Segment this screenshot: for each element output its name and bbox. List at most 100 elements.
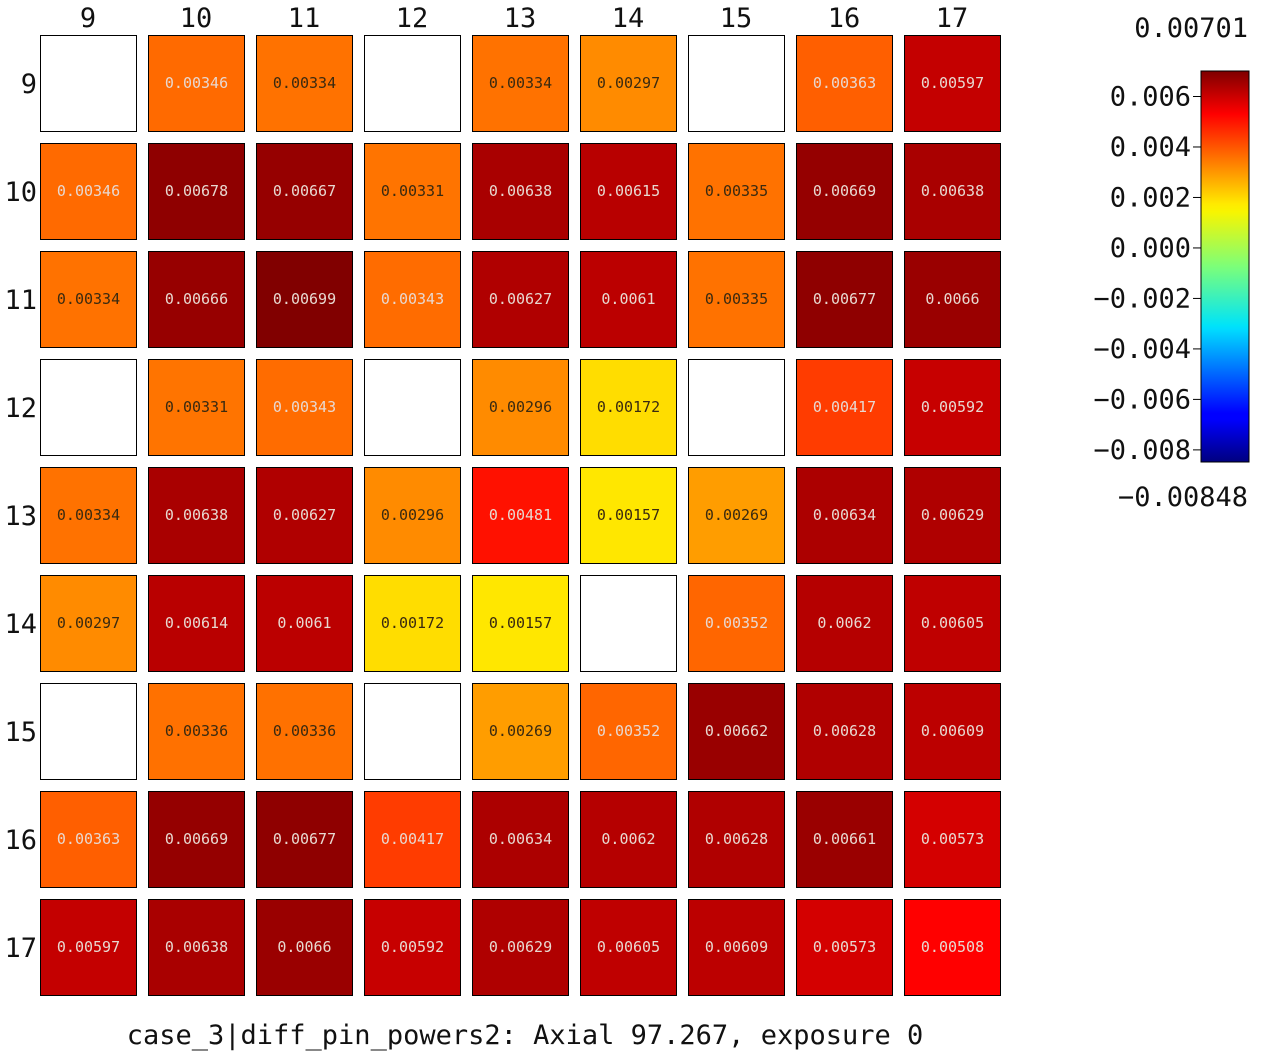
heatmap-cell — [40, 683, 137, 780]
row-header: 17 — [4, 933, 37, 964]
colorbar-tick-label: −0.008 — [1093, 435, 1191, 466]
heatmap-cell — [580, 359, 677, 456]
heatmap-cell — [580, 143, 677, 240]
colorbar-tick-label: 0.000 — [1110, 233, 1191, 264]
row-header: 11 — [4, 285, 37, 316]
cell-value-label: 0.00335 — [705, 182, 768, 200]
chart-title: case_3|diff_pin_powers2: Axial 97.267, e… — [127, 1020, 924, 1051]
cell-value-label: 0.00352 — [705, 614, 768, 632]
heatmap-cell — [256, 143, 353, 240]
cell-value-label: 0.00336 — [273, 722, 336, 740]
heatmap-cell — [256, 35, 353, 132]
heatmap-cell — [580, 251, 677, 348]
heatmap-cell — [148, 467, 245, 564]
cell-value-label: 0.0062 — [601, 830, 655, 848]
heatmap-cell — [904, 683, 1001, 780]
cell-value-label: 0.00331 — [381, 182, 444, 200]
colorbar-ticks: 0.006 0.004 0.002 0.000 −0.002 −0.004 −0.006 −0… — [1093, 81, 1201, 466]
cell-value-label: 0.00678 — [165, 182, 228, 200]
heatmap-cell — [472, 899, 569, 996]
cell-value-label: 0.00677 — [813, 290, 876, 308]
column-header: 15 — [720, 3, 753, 34]
cell-value-label: 0.00343 — [273, 398, 336, 416]
heatmap-cell — [364, 143, 461, 240]
row-header: 10 — [4, 177, 37, 208]
heatmap-cell — [40, 359, 137, 456]
heatmap-cell — [688, 359, 785, 456]
heatmap-cell — [40, 35, 137, 132]
cell-value-label: 0.00334 — [489, 74, 552, 92]
cell-value-label: 0.00597 — [57, 938, 120, 956]
colorbar-tick-label: 0.006 — [1110, 81, 1191, 112]
cell-value-label: 0.00592 — [921, 398, 984, 416]
heatmap-cell — [472, 251, 569, 348]
cell-value-label: 0.00269 — [489, 722, 552, 740]
cell-value-label: 0.00343 — [381, 290, 444, 308]
heatmap-cell — [796, 35, 893, 132]
cell-value-label: 0.00629 — [921, 506, 984, 524]
heatmap-cell — [364, 359, 461, 456]
cell-value-label: 0.0061 — [277, 614, 331, 632]
heatmap-cell — [148, 359, 245, 456]
cell-value-label: 0.00592 — [381, 938, 444, 956]
heatmap-cell — [472, 683, 569, 780]
row-header: 12 — [4, 393, 37, 424]
cell-value-label: 0.00629 — [489, 938, 552, 956]
cell-value-label: 0.00628 — [813, 722, 876, 740]
cell-value-label: 0.00634 — [813, 506, 876, 524]
heatmap-cell — [364, 467, 461, 564]
heatmap-cell — [904, 35, 1001, 132]
heatmap-cell — [364, 899, 461, 996]
row-header: 14 — [4, 609, 37, 640]
heatmap-cell — [688, 467, 785, 564]
cell-value-label: 0.00417 — [813, 398, 876, 416]
heatmap-cell — [580, 683, 677, 780]
heatmap-cell — [256, 899, 353, 996]
heatmap-cell — [364, 791, 461, 888]
cell-value-label: 0.00297 — [57, 614, 120, 632]
heatmap-cell — [580, 791, 677, 888]
heatmap-cell — [904, 143, 1001, 240]
heatmap-cell — [364, 35, 461, 132]
heatmap-cell — [472, 467, 569, 564]
cell-value-label: 0.00667 — [273, 182, 336, 200]
cell-value-label: 0.00363 — [813, 74, 876, 92]
cell-value-label: 0.00157 — [597, 506, 660, 524]
heatmap-cell — [688, 143, 785, 240]
cell-value-label: 0.00615 — [597, 182, 660, 200]
colorbar-tick-label: 0.002 — [1110, 182, 1191, 213]
heatmap-cell — [580, 467, 677, 564]
heatmap-cell — [472, 143, 569, 240]
heatmap-cell — [904, 251, 1001, 348]
cell-value-label: 0.00573 — [921, 830, 984, 848]
column-headers: 9 10 11 12 13 14 15 16 17 — [80, 3, 968, 34]
column-header: 14 — [612, 3, 645, 34]
column-header: 13 — [504, 3, 537, 34]
heatmap-cell — [796, 683, 893, 780]
heatmap-cell — [904, 791, 1001, 888]
cell-value-label: 0.00699 — [273, 290, 336, 308]
heatmap-cell — [256, 575, 353, 672]
heatmap-cell — [580, 899, 677, 996]
cell-value-label: 0.00605 — [597, 938, 660, 956]
column-header: 16 — [828, 3, 861, 34]
heatmap-cell — [148, 791, 245, 888]
heatmap-cell — [256, 791, 353, 888]
heatmap-cell — [40, 251, 137, 348]
heatmap-cell — [688, 683, 785, 780]
heatmap-cell — [148, 899, 245, 996]
cell-value-label: 0.00638 — [165, 506, 228, 524]
cell-value-label: 0.0062 — [817, 614, 871, 632]
heatmap-cell — [688, 35, 785, 132]
colorbar-tick-label: −0.002 — [1093, 283, 1191, 314]
cell-value-label: 0.00609 — [921, 722, 984, 740]
cell-value-label: 0.00335 — [705, 290, 768, 308]
heatmap-cell — [364, 683, 461, 780]
cell-value-label: 0.00157 — [489, 614, 552, 632]
cell-value-label: 0.00662 — [705, 722, 768, 740]
cell-value-label: 0.0066 — [925, 290, 979, 308]
heatmap-cell — [256, 251, 353, 348]
cell-value-label: 0.00334 — [57, 506, 120, 524]
cell-value-label: 0.00172 — [597, 398, 660, 416]
heatmap-cell — [904, 467, 1001, 564]
